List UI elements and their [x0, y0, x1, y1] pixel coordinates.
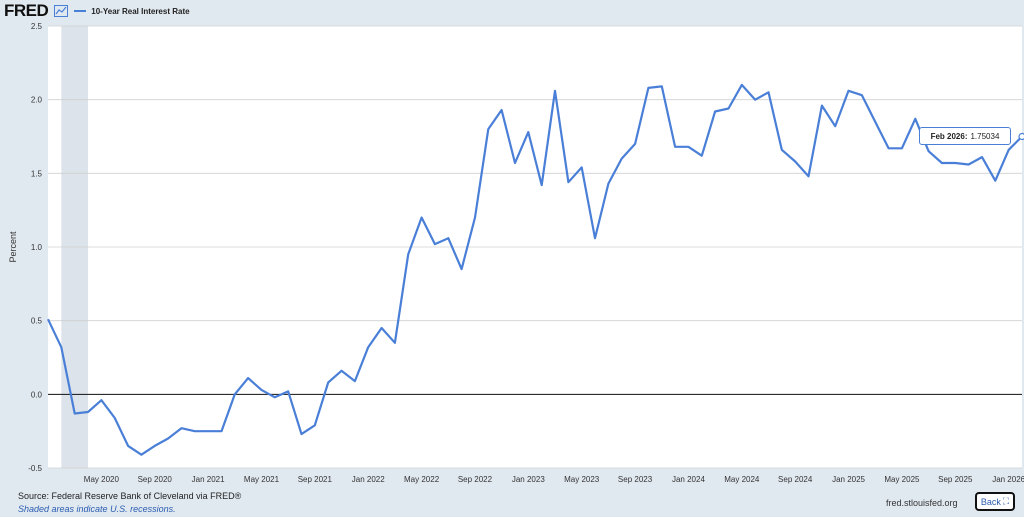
- x-tick-label: May 2020: [84, 475, 120, 484]
- x-tick-label: Jan 2022: [352, 475, 385, 484]
- source-text: Source: Federal Reserve Bank of Clevelan…: [18, 491, 242, 501]
- y-tick-label: 2.5: [31, 22, 43, 31]
- x-tick-label: Sep 2025: [938, 475, 973, 484]
- chart-header: FRED 10-Year Real Interest Rate: [4, 1, 190, 20]
- series-line: [47, 83, 1023, 456]
- x-tick-label: Sep 2022: [458, 475, 493, 484]
- x-tick-label: Jan 2024: [672, 475, 705, 484]
- y-tick-label: 2.0: [31, 96, 43, 105]
- x-tick-label: May 2021: [244, 475, 280, 484]
- line-chart-icon: [54, 5, 69, 17]
- recession-note: Shaded areas indicate U.S. recessions.: [18, 504, 176, 514]
- y-tick-label: 1.0: [31, 243, 43, 252]
- x-tick-label: Jan 2021: [192, 475, 225, 484]
- x-tick-label: May 2022: [404, 475, 440, 484]
- legend-label: 10-Year Real Interest Rate: [91, 6, 190, 16]
- expand-icon: ⛶: [1002, 496, 1010, 506]
- x-tick-label: Jan 2023: [512, 475, 545, 484]
- x-tick-label: Sep 2020: [138, 475, 173, 484]
- x-tick-label: Sep 2023: [618, 475, 653, 484]
- back-button[interactable]: Back ⛶: [975, 492, 1015, 511]
- x-tick-label: Sep 2021: [298, 475, 333, 484]
- x-tick-label: Sep 2024: [778, 475, 813, 484]
- tooltip-date: Feb 2026:: [930, 131, 968, 141]
- x-tick-label: May 2025: [884, 475, 920, 484]
- y-axis-label: Percent: [8, 231, 18, 263]
- data-tooltip: Feb 2026: 1.75034: [919, 127, 1011, 145]
- data-point[interactable]: [1018, 132, 1024, 141]
- x-tick-label: Jan 2025: [832, 475, 865, 484]
- y-tick-label: -0.5: [28, 464, 42, 473]
- source-note: Source: Federal Reserve Bank of Clevelan…: [18, 490, 241, 516]
- legend-swatch: [74, 10, 87, 12]
- x-tick-label: May 2023: [564, 475, 600, 484]
- tooltip-value: 1.75034: [970, 131, 1000, 141]
- y-tick-label: 0.5: [31, 317, 43, 326]
- legend: 10-Year Real Interest Rate: [74, 6, 190, 16]
- fred-site-link[interactable]: fred.stlouisfed.org: [886, 498, 958, 508]
- back-label: Back: [980, 496, 1001, 507]
- x-tick-label: Jan 2026: [992, 475, 1024, 484]
- y-tick-label: 0.0: [31, 390, 43, 399]
- x-tick-label: May 2024: [724, 475, 760, 484]
- y-tick-label: 1.5: [31, 169, 43, 178]
- fred-logo[interactable]: FRED: [4, 1, 49, 20]
